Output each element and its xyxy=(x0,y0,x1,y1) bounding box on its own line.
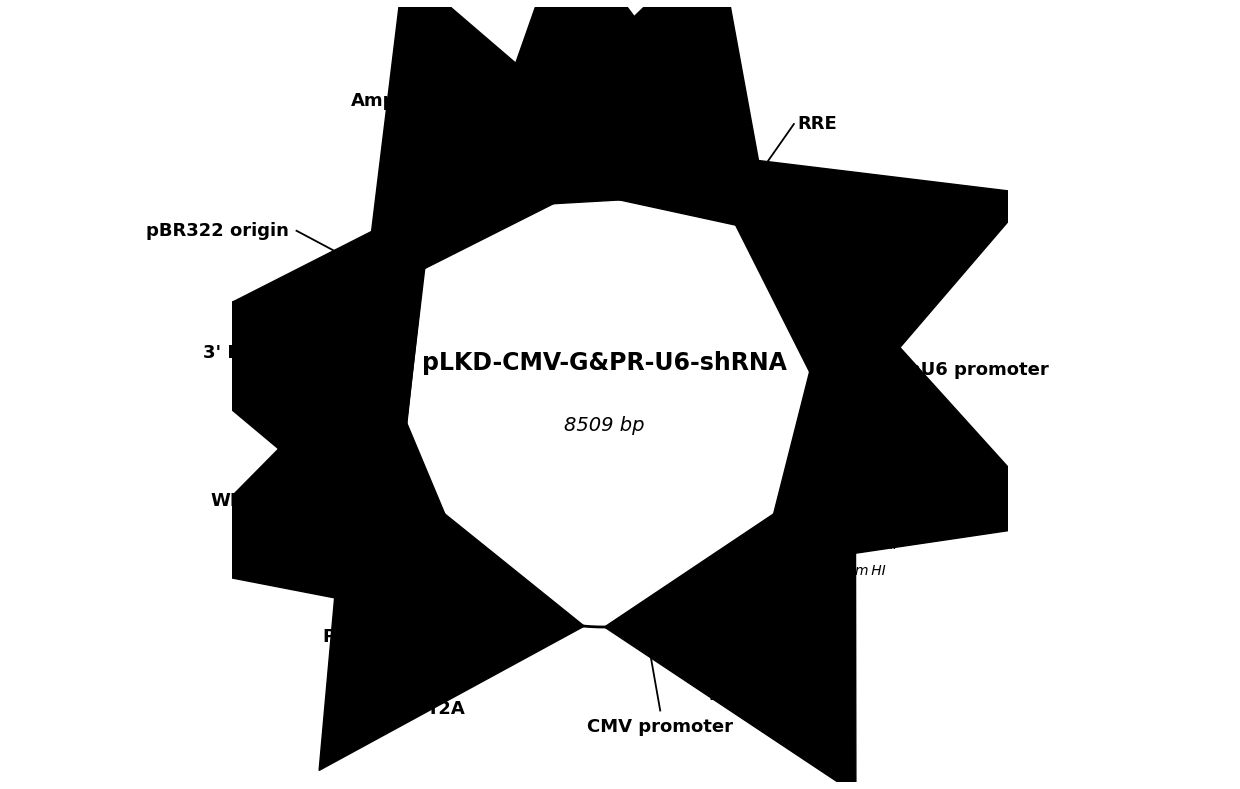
Text: cPPT: cPPT xyxy=(872,304,909,319)
Polygon shape xyxy=(604,459,856,789)
Polygon shape xyxy=(760,275,1059,567)
Text: 3' LTR: 3' LTR xyxy=(203,345,262,362)
Text: pBR322 origin: pBR322 origin xyxy=(146,222,289,240)
Text: 8509 bp: 8509 bp xyxy=(564,416,645,435)
Polygon shape xyxy=(319,437,584,770)
Text: Amp: Amp xyxy=(351,92,397,110)
Polygon shape xyxy=(699,153,1032,423)
Polygon shape xyxy=(136,245,427,545)
Text: Puro: Puro xyxy=(322,628,370,646)
Polygon shape xyxy=(134,200,433,500)
Text: pLKD-CMV-G&PR-U6-shRNA: pLKD-CMV-G&PR-U6-shRNA xyxy=(422,351,787,376)
Polygon shape xyxy=(477,0,771,233)
Text: RRE: RRE xyxy=(797,115,837,133)
Text: ccdB: ccdB xyxy=(893,477,940,495)
Text: Bam HI: Bam HI xyxy=(837,563,885,578)
Text: EGFP: EGFP xyxy=(709,688,748,703)
Text: Xba I: Xba I xyxy=(870,335,904,349)
Polygon shape xyxy=(164,350,492,629)
Text: T2A: T2A xyxy=(427,700,465,718)
Text: hU6 promoter: hU6 promoter xyxy=(908,361,1049,380)
Text: WPRE: WPRE xyxy=(211,492,269,510)
Polygon shape xyxy=(363,0,632,300)
Polygon shape xyxy=(465,0,766,209)
Text: Eco RI: Eco RI xyxy=(856,538,898,552)
Text: Age I: Age I xyxy=(893,408,926,422)
Text: CMV promoter: CMV promoter xyxy=(588,718,733,736)
Text: 5'LTR: 5'LTR xyxy=(568,93,621,111)
